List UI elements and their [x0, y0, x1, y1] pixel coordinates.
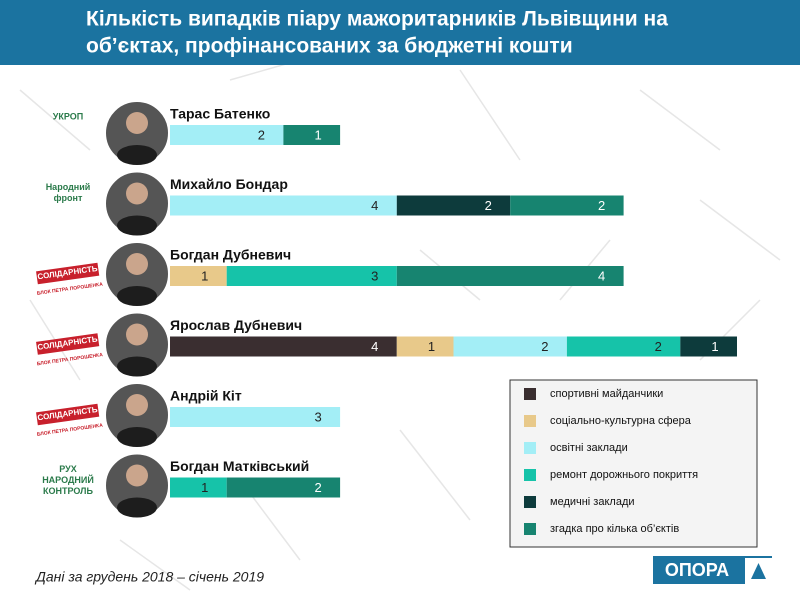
value-label: 2 — [485, 198, 492, 213]
person-photo — [117, 145, 157, 165]
person-photo — [117, 286, 157, 306]
legend-label: соціально-культурна сфера — [550, 415, 692, 427]
party-logo-text: УКРОП — [53, 111, 83, 121]
value-label: 2 — [598, 198, 605, 213]
party-logo — [36, 403, 100, 426]
legend-box — [509, 379, 758, 548]
value-label: 3 — [314, 409, 321, 424]
bar-segment — [396, 266, 624, 286]
person-photo — [126, 253, 148, 275]
bar-segment — [170, 336, 397, 357]
value-label: 1 — [314, 127, 321, 142]
value-label: 2 — [314, 480, 321, 495]
title-bar — [0, 0, 800, 65]
legend-swatch — [524, 415, 536, 427]
bar-segment — [170, 195, 397, 216]
brand-icon — [751, 563, 766, 579]
legend-label: освітні заклади — [550, 442, 628, 454]
party-logo-text: РУХ — [59, 464, 77, 474]
bar-segment — [510, 195, 624, 216]
person-photo — [126, 112, 148, 134]
legend-label: спортивні майданчики — [550, 388, 663, 400]
bar-segment — [566, 336, 681, 357]
person-name: Богдан Дубневич — [170, 247, 291, 263]
value-label: 1 — [711, 339, 718, 354]
party-logo-text: НАРОДНИЙ — [42, 474, 94, 485]
legend-swatch — [524, 388, 536, 400]
bar-segment — [283, 125, 341, 145]
party-logo-text: Народний — [46, 182, 91, 192]
value-label: 4 — [598, 268, 605, 283]
bar-segment — [170, 125, 284, 145]
value-label: 1 — [201, 268, 208, 283]
value-label: 4 — [371, 198, 378, 213]
person-name: Тарас Батенко — [170, 106, 270, 122]
person-name: Богдан Матківський — [170, 458, 309, 474]
legend-swatch — [524, 496, 536, 508]
party-logo-text: фронт — [54, 193, 83, 203]
value-label: 2 — [541, 339, 548, 354]
person-photo — [117, 356, 157, 377]
party-logo — [36, 333, 100, 355]
value-label: 3 — [371, 268, 378, 283]
legend-swatch — [524, 523, 536, 535]
person-photo — [126, 323, 148, 346]
person-photo — [126, 394, 148, 416]
person-name: Михайло Бондар — [170, 176, 288, 192]
brand-name: ОПОРА — [665, 560, 729, 580]
party-logo-text: КОНТРОЛЬ — [43, 486, 93, 496]
legend-label: згадка про кілька об’єктів — [550, 523, 679, 535]
person-photo — [117, 215, 157, 236]
bar-segment — [396, 195, 511, 216]
bar-segment — [453, 336, 567, 357]
person-photo — [126, 464, 148, 487]
bar-segment — [396, 336, 454, 357]
person-photo — [117, 427, 157, 447]
legend-swatch — [524, 442, 536, 454]
bar-segment — [170, 407, 341, 427]
chart-title: об’єктах, профінансованих за бюджетні ко… — [86, 35, 573, 58]
chart-title: Кількість випадків піару мажоритарників … — [86, 8, 668, 31]
legend-label: медичні заклади — [550, 496, 635, 508]
bar-segment — [226, 477, 341, 498]
party-logo — [36, 262, 100, 285]
bar-segment — [170, 266, 227, 286]
person-photo — [117, 497, 157, 518]
bar-segment — [170, 477, 227, 498]
legend-label: ремонт дорожнього покриття — [550, 469, 698, 481]
value-label: 2 — [258, 127, 265, 142]
value-label: 2 — [655, 339, 662, 354]
value-label: 1 — [201, 480, 208, 495]
value-label: 4 — [371, 339, 378, 354]
person-name: Ярослав Дубневич — [170, 317, 302, 333]
person-photo — [126, 182, 148, 205]
bar-segment — [680, 336, 737, 357]
person-name: Андрій Кіт — [170, 388, 242, 404]
value-label: 1 — [428, 339, 435, 354]
footnote: Дані за грудень 2018 – січень 2019 — [34, 569, 264, 585]
legend-swatch — [524, 469, 536, 481]
bar-segment — [226, 266, 397, 286]
